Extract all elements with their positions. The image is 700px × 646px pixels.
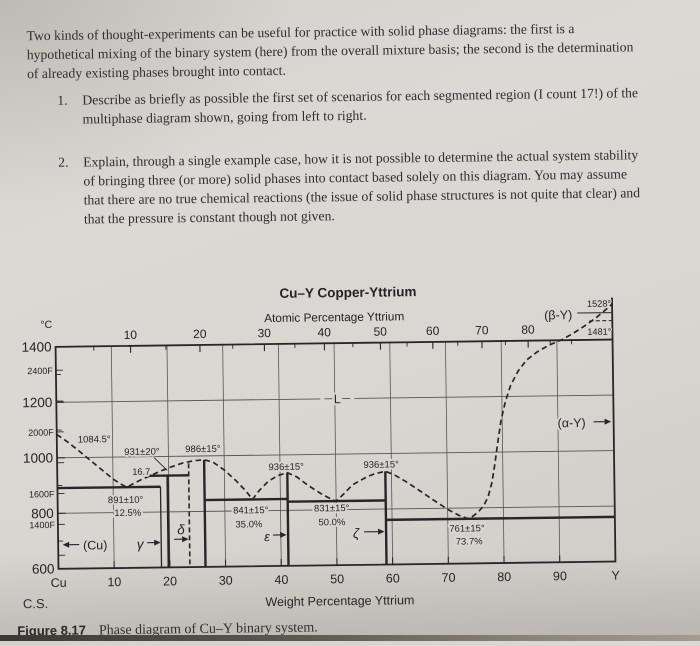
zeta-label: ζ: [353, 526, 360, 541]
y-trans-label: 1481°: [587, 327, 612, 337]
top-tick-label: 60: [426, 324, 440, 338]
bottom-axis-title: Weight Percentage Yttrium: [265, 593, 414, 609]
bottom-tick-label: 40: [274, 573, 288, 587]
celsius-tick-label: 1000: [23, 450, 53, 465]
compound-line-gamma-left-boundary: [160, 487, 161, 568]
delta-label: δ: [177, 522, 185, 537]
fahrenheit-tick-label: 2400F: [27, 366, 53, 376]
top-tick-label: 70: [475, 323, 489, 337]
top-tick-label: 30: [257, 326, 271, 340]
chart-title: Cu–Y Copper-Yttrium: [279, 284, 416, 301]
e1-temp-label: 891±10°: [108, 495, 144, 506]
cu-melting-label: 1084.5°: [78, 434, 111, 445]
e1-pct-label: 12.5%: [114, 508, 142, 519]
zeta-arrow-head: [378, 529, 385, 535]
bottom-tick-label: Y: [611, 568, 620, 582]
fahrenheit-tick-label: 2000F: [28, 427, 54, 437]
e3-temp-label: 831±15°: [314, 503, 350, 514]
e2-pct-label: 35.0%: [235, 519, 263, 530]
celsius-tick-label: 600: [32, 561, 55, 576]
bottom-tick-label: 60: [386, 571, 400, 585]
fahrenheit-tick-label: 1600F: [29, 489, 55, 499]
compound-line-gamma: [168, 476, 169, 568]
epsilon-label: ε: [264, 529, 270, 544]
e2-temp-label: 841±15°: [233, 505, 269, 516]
gamma-label: γ: [137, 537, 145, 552]
credit-initials: C.S.: [23, 596, 48, 611]
gridline-h: [354, 395, 613, 398]
c1-temp-label: 986±15°: [185, 444, 221, 455]
beta-y-label: (β-Y): [544, 308, 572, 322]
isotherm-line: [57, 487, 160, 488]
isotherm-line: [386, 517, 615, 520]
p1-temp-label: 931±20°: [124, 447, 160, 458]
gridline-h: [56, 399, 320, 402]
top-tick-label: 20: [193, 327, 207, 341]
compound-line-delta: [189, 463, 190, 567]
liquid-label: L: [334, 392, 341, 406]
bottom-tick-label: 70: [441, 571, 455, 585]
fahrenheit-tick-label: 1400F: [29, 520, 55, 530]
celsius-tick-label: 1200: [22, 395, 52, 410]
isotherm-line: [205, 499, 288, 500]
p2-temp-label: 936±15°: [268, 462, 304, 473]
right-edge-extension: [612, 298, 613, 340]
celsius-unit-label: °C: [40, 319, 52, 331]
bottom-tick-label: 10: [107, 575, 121, 589]
compound-line-zeta: [385, 471, 386, 564]
bottom-tick-label: 80: [497, 570, 511, 584]
top-tick-label: 50: [373, 325, 387, 339]
top-tick-label: 80: [521, 323, 535, 337]
bottom-tick-label: Cu: [51, 576, 67, 590]
cu-phase-label: (Cu): [83, 538, 107, 552]
e3-pct-label: 50.0%: [318, 517, 346, 528]
top-tick-label: 10: [124, 328, 138, 342]
compound-line-congruent-compound: [204, 460, 205, 567]
epsilon-arrow-head: [280, 532, 287, 538]
top-axis-title: Atomic Percentage Yttrium: [264, 309, 404, 325]
photo-bottom-edge: [0, 635, 700, 641]
bottom-tick-label: 30: [219, 574, 233, 588]
alpha-y-arrow-head: [605, 419, 612, 425]
compound-line-epsilon: [287, 473, 288, 566]
p3-temp-label: 936±15°: [363, 459, 399, 470]
cu-phase-arrow-head: [63, 542, 70, 548]
bottom-tick-label: 20: [163, 574, 177, 588]
alpha-y-label: (α-Y): [558, 416, 586, 430]
leader-line-931: [154, 457, 167, 470]
y-melt-label: 1528°: [587, 299, 612, 309]
bottom-tick-label: 90: [553, 569, 567, 583]
bottom-tick-label: 50: [330, 572, 344, 586]
e4-pct-label: 73.7%: [456, 536, 484, 547]
celsius-tick-label: 800: [31, 506, 54, 521]
celsius-tick-label: 1400: [21, 339, 51, 354]
gamma-arrow-head: [154, 539, 161, 545]
e4-temp-label: 761±15°: [449, 523, 485, 534]
top-tick-label: 40: [317, 325, 331, 339]
p1-pct-label: 16.7: [132, 467, 150, 477]
